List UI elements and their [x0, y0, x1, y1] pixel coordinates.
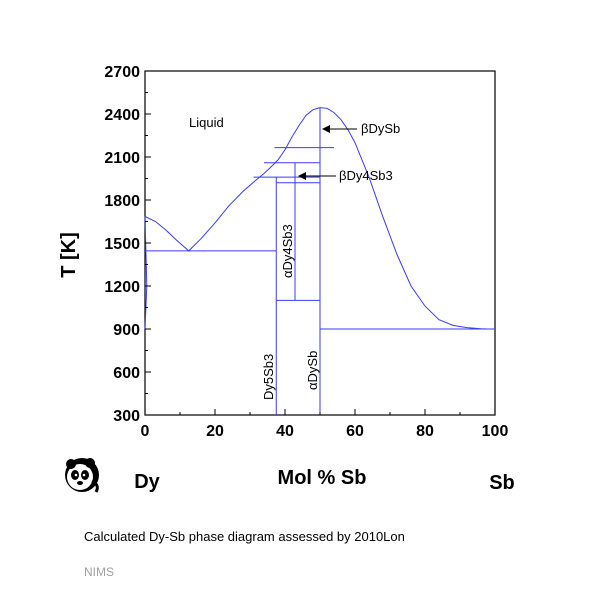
x-tick-label: 20	[206, 423, 224, 440]
left-element-label: Dy	[134, 471, 160, 493]
x-axis-title: Mol % Sb	[278, 467, 367, 489]
x-tick-label: 0	[141, 423, 150, 440]
axis-ticks: 0 20 40 60 80 100 300 600 900 1200 1500 1800 2100 240…	[104, 64, 508, 440]
phase-label-liquid: Liquid	[189, 115, 224, 130]
phase-label-dy5sb3: Dy5Sb3	[261, 354, 276, 400]
phase-label-alpha-dy4sb3: αDy4Sb3	[280, 224, 295, 278]
y-tick-label: 2100	[104, 150, 140, 167]
y-tick-label: 1800	[104, 193, 140, 210]
y-tick-label: 2700	[104, 64, 140, 81]
y-tick-label: 900	[113, 322, 140, 339]
y-tick-label: 600	[113, 365, 140, 382]
y-tick-label: 1500	[104, 236, 140, 253]
x-tick-label: 60	[346, 423, 364, 440]
x-tick-label: 80	[416, 423, 434, 440]
credit-label: NIMS	[84, 565, 114, 579]
panda-logo	[65, 458, 99, 493]
phase-label-beta-dy4sb3: βDy4Sb3	[339, 168, 393, 183]
y-tick-label: 300	[113, 408, 140, 425]
y-tick-label: 1200	[104, 279, 140, 296]
right-element-label: Sb	[489, 472, 515, 494]
liquidus-curve	[144, 107, 489, 330]
phase-label-beta-dysb: βDySb	[361, 121, 400, 136]
figure-caption: Calculated Dy-Sb phase diagram assessed …	[84, 529, 405, 544]
y-tick-label: 2400	[104, 107, 140, 124]
phase-label-alpha-dysb: αDySb	[305, 351, 320, 390]
phase-boundaries	[144, 107, 495, 415]
x-tick-label: 100	[482, 423, 509, 440]
y-axis-title: T [K]	[58, 232, 80, 278]
x-tick-label: 40	[276, 423, 294, 440]
